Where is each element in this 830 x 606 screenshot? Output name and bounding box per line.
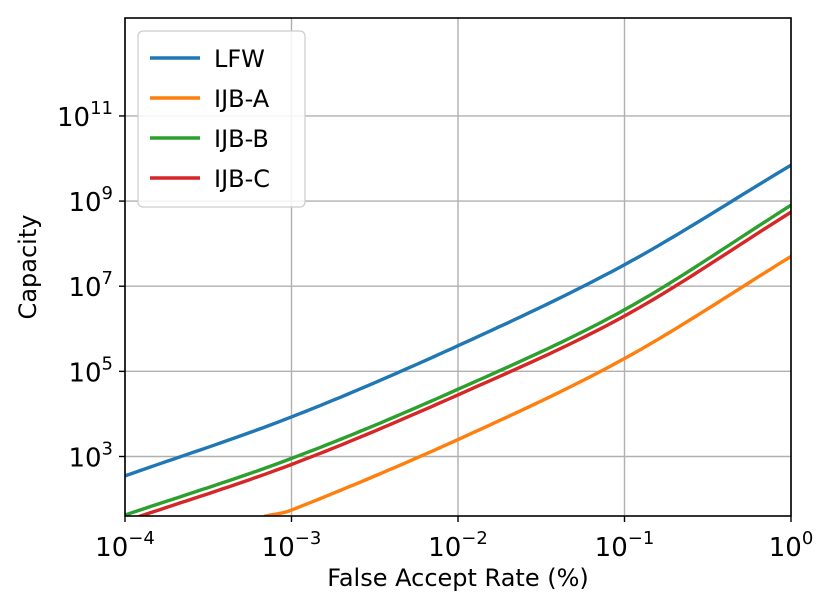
x-tick-label-base: 10 <box>769 533 802 563</box>
x-tick-label-exponent: −1 <box>628 528 655 549</box>
series-line-ijb-a <box>263 254 791 516</box>
x-axis-title: False Accept Rate (%) <box>327 564 589 592</box>
x-tick-label-base: 10 <box>262 533 295 563</box>
x-tick-label-base: 10 <box>595 533 628 563</box>
series-line-ijb-b <box>125 203 791 516</box>
legend-label-ijb-b: IJB-B <box>214 125 269 153</box>
x-tick-label: 10−1 <box>595 528 655 563</box>
tick-marks <box>119 115 792 522</box>
x-tick-label-base: 10 <box>428 533 461 563</box>
y-tick-label: 107 <box>68 268 113 303</box>
series-group <box>125 163 791 516</box>
series-line-lfw <box>125 163 791 478</box>
legend-label-ijb-a: IJB-A <box>214 85 270 113</box>
y-tick-label-base: 10 <box>57 103 90 133</box>
y-tick-label: 109 <box>68 183 113 218</box>
legend-label-ijb-c: IJB-C <box>214 165 270 193</box>
x-tick-label: 100 <box>769 528 814 563</box>
y-tick-label-base: 10 <box>68 273 101 303</box>
y-tick-label: 103 <box>68 438 113 473</box>
y-tick-label-base: 10 <box>68 188 101 218</box>
y-tick-label-exponent: 9 <box>102 183 113 204</box>
y-tick-label: 105 <box>68 353 113 388</box>
y-tick-label-base: 10 <box>68 443 101 473</box>
x-tick-label: 10−2 <box>428 528 488 563</box>
x-tick-label-exponent: −4 <box>128 528 155 549</box>
y-tick-label-exponent: 11 <box>90 98 113 119</box>
x-tick-labels: 10−4 10−3 10−2 10−1 100 <box>95 528 813 563</box>
x-tick-label-exponent: 0 <box>802 528 813 549</box>
x-tick-label-exponent: −3 <box>295 528 322 549</box>
y-tick-label: 1011 <box>57 98 113 133</box>
y-tick-label-exponent: 7 <box>102 268 113 289</box>
y-tick-label-exponent: 3 <box>102 438 113 459</box>
y-tick-label-exponent: 5 <box>102 353 113 374</box>
series-line-ijb-c <box>135 210 791 516</box>
x-tick-label: 10−3 <box>262 528 322 563</box>
legend: LFW IJB-A IJB-B IJB-C <box>137 30 306 208</box>
y-tick-label-base: 10 <box>68 358 101 388</box>
x-tick-label: 10−4 <box>95 528 155 563</box>
x-tick-label-base: 10 <box>95 533 128 563</box>
legend-label-lfw: LFW <box>214 45 265 73</box>
x-tick-label-exponent: −2 <box>461 528 488 549</box>
legend-box <box>137 30 306 208</box>
y-axis-title: Capacity <box>14 215 42 320</box>
